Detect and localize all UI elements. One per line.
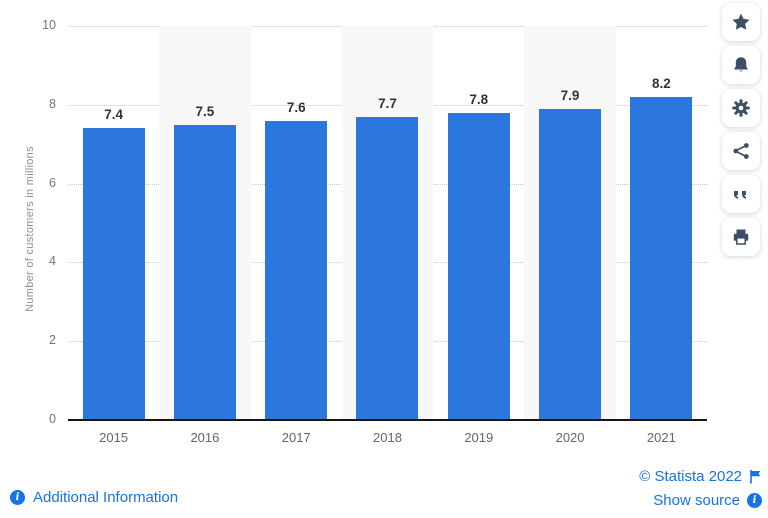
x-tick-label: 2019 [464, 430, 494, 445]
plot-area: 7.4 7.5 7.6 7.7 7.8 7.9 8.2 [68, 26, 707, 421]
bar-value-label: 7.5 [195, 103, 215, 119]
x-tick-label: 2017 [281, 430, 311, 445]
flag-icon [750, 470, 761, 484]
chart-column: 8.2 [616, 26, 707, 420]
quote-icon [734, 191, 746, 199]
x-axis-line [68, 419, 707, 421]
printer-icon [733, 229, 749, 245]
x-tick-label: 2015 [99, 430, 129, 445]
bar-value-label: 7.4 [104, 107, 124, 123]
footer-right: © Statista 2022 Show source i [639, 468, 762, 516]
y-tick-label: 0 [49, 412, 56, 426]
show-source-link[interactable]: Show source i [639, 492, 762, 509]
y-tick-label: 10 [42, 18, 56, 32]
star-icon [732, 13, 750, 30]
bar-2021[interactable] [630, 96, 693, 420]
cite-button[interactable] [722, 175, 760, 213]
x-tick-label: 2016 [190, 430, 220, 445]
y-tick-label: 4 [49, 254, 56, 269]
settings-button[interactable] [722, 89, 760, 127]
chart-column: 7.8 [433, 26, 524, 420]
x-tick-label: 2018 [373, 430, 402, 445]
x-tick-label: 2020 [555, 430, 585, 445]
bar-value-label: 8.2 [651, 75, 671, 91]
chart: Number of customers in millions 7.4 7.5 7.… [24, 18, 707, 445]
bar-2019[interactable] [447, 112, 510, 420]
bar-value-label: 7.6 [286, 99, 306, 115]
share-icon [733, 143, 749, 159]
y-tick-label: 6 [49, 175, 56, 190]
x-tick-label: 2021 [646, 430, 676, 445]
gear-icon [732, 99, 750, 117]
chart-column: 7.6 [251, 26, 342, 420]
chart-column: 7.4 [68, 26, 159, 420]
bar-2015[interactable] [82, 128, 145, 420]
copyright-label: © Statista 2022 [639, 468, 742, 485]
statista-copyright-link[interactable]: © Statista 2022 [639, 468, 762, 485]
info-icon: i [747, 493, 762, 508]
additional-information-label: Additional Information [33, 489, 179, 506]
bar-value-label: 7.9 [560, 87, 580, 103]
favorite-button[interactable] [722, 3, 760, 41]
show-source-label: Show source [653, 492, 740, 509]
chart-column: 7.7 [341, 26, 434, 420]
info-icon: i [10, 490, 25, 505]
bar-2018[interactable] [356, 116, 419, 420]
bar-2020[interactable] [539, 108, 602, 420]
additional-information-link[interactable]: i Additional Information [10, 489, 178, 506]
share-button[interactable] [722, 132, 760, 170]
print-button[interactable] [722, 218, 760, 256]
bar-2016[interactable] [173, 124, 236, 420]
chart-column: 7.5 [159, 26, 251, 420]
y-tick-label: 8 [49, 96, 56, 111]
statista-toolbar [722, 3, 764, 261]
bar-value-label: 7.8 [469, 91, 489, 107]
chart-column: 7.9 [524, 26, 616, 420]
y-tick-label: 2 [49, 333, 56, 348]
bar-value-label: 7.7 [378, 95, 397, 111]
bar-2017[interactable] [265, 120, 328, 420]
bell-icon [734, 57, 748, 72]
notifications-button[interactable] [722, 46, 760, 84]
